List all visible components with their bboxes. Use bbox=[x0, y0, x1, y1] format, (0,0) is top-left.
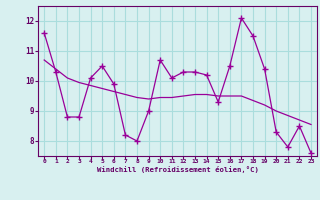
X-axis label: Windchill (Refroidissement éolien,°C): Windchill (Refroidissement éolien,°C) bbox=[97, 166, 259, 173]
